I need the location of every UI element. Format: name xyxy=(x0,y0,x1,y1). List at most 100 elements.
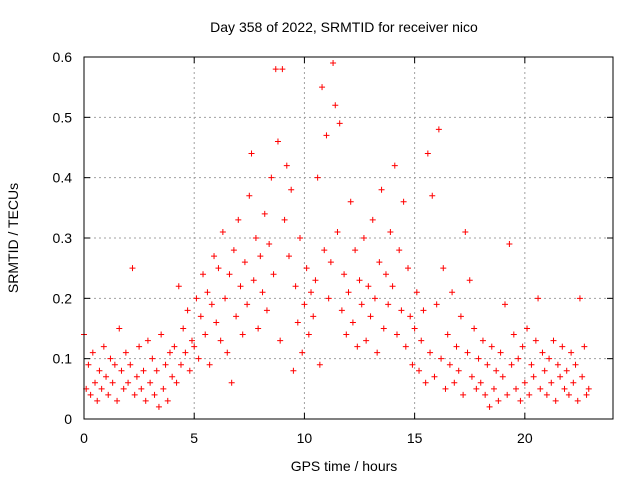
data-point xyxy=(259,289,266,296)
data-point xyxy=(493,367,500,374)
data-point xyxy=(486,403,493,410)
data-point xyxy=(303,265,310,272)
data-point xyxy=(402,343,409,350)
data-point xyxy=(166,349,173,356)
data-point xyxy=(129,265,136,272)
data-point xyxy=(118,367,125,374)
data-point xyxy=(541,367,548,374)
data-point xyxy=(457,313,464,320)
data-point xyxy=(244,301,251,308)
data-point xyxy=(334,228,341,235)
y-tick-label: 0.3 xyxy=(53,230,73,246)
data-point xyxy=(279,66,286,73)
data-point xyxy=(435,126,442,133)
data-point xyxy=(550,337,557,344)
data-point xyxy=(471,325,478,332)
data-point xyxy=(233,313,240,320)
data-point xyxy=(87,391,94,398)
data-point xyxy=(418,337,425,344)
x-tick-label: 20 xyxy=(517,430,533,446)
data-point xyxy=(330,60,337,67)
data-point xyxy=(312,277,319,284)
data-point xyxy=(98,385,105,392)
x-tick-label: 10 xyxy=(297,430,313,446)
data-point xyxy=(191,343,198,350)
data-point xyxy=(453,343,460,350)
data-point xyxy=(189,337,196,344)
data-point xyxy=(125,379,132,386)
data-point xyxy=(501,301,508,308)
data-point xyxy=(197,313,204,320)
data-point xyxy=(226,271,233,278)
data-point xyxy=(107,355,114,362)
y-tick-label: 0.2 xyxy=(53,290,73,306)
data-point xyxy=(499,373,506,380)
data-point xyxy=(517,397,524,404)
data-point xyxy=(405,265,412,272)
data-point xyxy=(532,337,539,344)
y-tick-label: 0.6 xyxy=(53,49,73,65)
series-srmtid xyxy=(81,60,592,410)
grid-lines xyxy=(84,57,613,419)
data-point xyxy=(440,265,447,272)
data-point xyxy=(147,379,154,386)
data-point xyxy=(367,313,374,320)
data-point xyxy=(155,403,162,410)
data-point xyxy=(508,361,515,368)
data-point xyxy=(100,343,107,350)
data-point xyxy=(343,331,350,338)
data-point xyxy=(138,385,145,392)
data-point xyxy=(583,391,590,398)
data-point xyxy=(228,379,235,386)
data-point xyxy=(96,367,103,374)
data-point xyxy=(142,397,149,404)
data-point xyxy=(451,379,458,386)
data-point xyxy=(266,241,273,248)
data-point xyxy=(290,367,297,374)
data-point xyxy=(321,247,328,254)
data-point xyxy=(211,253,218,260)
data-point xyxy=(248,150,255,157)
data-point xyxy=(224,349,231,356)
data-point xyxy=(292,283,299,290)
data-point xyxy=(497,349,504,356)
data-point xyxy=(270,271,277,278)
data-point xyxy=(325,295,332,302)
data-point xyxy=(133,373,140,380)
data-point xyxy=(358,301,365,308)
data-point xyxy=(535,295,542,302)
data-point xyxy=(387,228,394,235)
data-point xyxy=(585,385,592,392)
data-point xyxy=(504,391,511,398)
data-point xyxy=(513,385,520,392)
data-point xyxy=(543,391,550,398)
data-point xyxy=(246,192,253,199)
data-point xyxy=(250,277,257,284)
data-point xyxy=(347,198,354,205)
data-point xyxy=(338,307,345,314)
data-point xyxy=(345,289,352,296)
data-point xyxy=(180,325,187,332)
data-point xyxy=(378,186,385,193)
data-point xyxy=(409,361,416,368)
data-point xyxy=(572,361,579,368)
data-point xyxy=(385,301,392,308)
x-axis-label: GPS time / hours xyxy=(291,458,398,474)
data-point xyxy=(561,385,568,392)
y-tick-label: 0.1 xyxy=(53,351,73,367)
data-point xyxy=(151,391,158,398)
data-point xyxy=(576,295,583,302)
data-point xyxy=(537,385,544,392)
data-point xyxy=(579,373,586,380)
data-point xyxy=(116,325,123,332)
data-point xyxy=(114,397,121,404)
data-point xyxy=(477,379,484,386)
data-point xyxy=(122,349,129,356)
y-tick-label: 0.4 xyxy=(53,170,73,186)
data-point xyxy=(177,361,184,368)
data-point xyxy=(546,355,553,362)
data-point xyxy=(173,379,180,386)
data-point xyxy=(356,277,363,284)
data-point xyxy=(341,271,348,278)
data-point xyxy=(120,385,127,392)
